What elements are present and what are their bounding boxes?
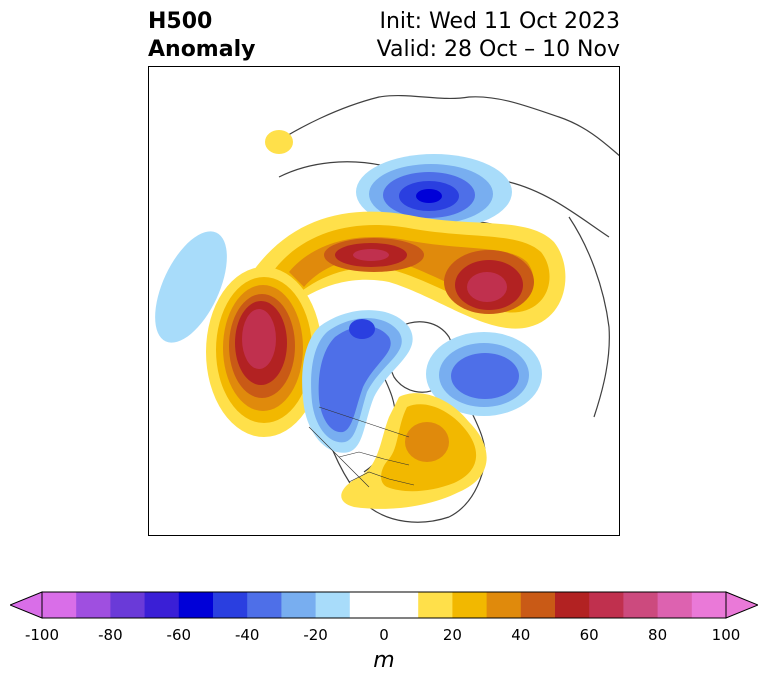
- colorbar-border: [41, 591, 727, 619]
- colorbar-tick-label: -60: [166, 626, 192, 644]
- colorbar-tick-label: 60: [579, 626, 599, 644]
- colorbar-ticks: -100 -80 -60 -40 -20 0 20 40 60 80 100: [0, 626, 768, 646]
- colorbar-segment: [178, 592, 214, 618]
- colorbar-tick-label: -40: [234, 626, 260, 644]
- colorbar-segment: [520, 592, 556, 618]
- colorbar-segment: [349, 592, 385, 618]
- negative-anomaly-western-us: [302, 310, 413, 453]
- colorbar-segment: [76, 592, 111, 618]
- colorbar-segment: [418, 592, 453, 618]
- colorbar-tick-label: 80: [648, 626, 668, 644]
- colorbar-segment: [657, 592, 693, 618]
- positive-anomaly-nw-small: [265, 130, 293, 154]
- colorbar-tick-label: -20: [303, 626, 328, 644]
- colorbar-tick-label: 20: [442, 626, 462, 644]
- colorbar-segment: [384, 592, 419, 618]
- colorbar-tick-label: 100: [711, 626, 741, 644]
- colorbar-unit: m: [373, 648, 395, 673]
- colorbar-segment: [589, 592, 624, 618]
- colorbar-segment: [144, 592, 180, 618]
- map-title: H500 Anomaly: [148, 8, 255, 64]
- colorbar-segment: [623, 592, 659, 618]
- colorbar-extend-min: [10, 591, 43, 619]
- title-field: Anomaly: [148, 37, 256, 62]
- colorbar-segment: [691, 592, 727, 618]
- negative-anomaly-ne-pacific: [155, 231, 227, 343]
- colorbar-tick-label: -80: [98, 626, 123, 644]
- colorbar-segment: [247, 592, 282, 618]
- colorbar-tick-label: -100: [24, 626, 60, 644]
- init-date: Init: Wed 11 Oct 2023: [379, 9, 620, 34]
- positive-anomaly-eastern-us: [341, 393, 487, 509]
- colorbar: [10, 591, 758, 619]
- colorbar-extend-max: [725, 591, 758, 619]
- valid-range: Valid: 28 Oct – 10 Nov: [376, 37, 620, 62]
- map-dates: Init: Wed 11 Oct 2023 Valid: 28 Oct – 10…: [377, 8, 620, 64]
- colorbar-segment: [555, 592, 590, 618]
- positive-anomaly-north-pacific: [206, 267, 322, 437]
- negative-anomaly-north-atlantic: [426, 332, 542, 416]
- title-variable: H500: [148, 9, 213, 34]
- colorbar-segment: [281, 592, 317, 618]
- map-canvas: [155, 94, 619, 523]
- positive-anomaly-arctic-band: [249, 211, 566, 329]
- colorbar-segment: [452, 592, 488, 618]
- negative-anomaly-siberia: [356, 154, 512, 230]
- colorbar-tick-label: 0: [379, 626, 389, 644]
- colorbar-segment: [42, 592, 77, 618]
- state-boundaries: [308, 406, 415, 488]
- anomaly-map: [148, 66, 620, 536]
- colorbar-segment: [315, 592, 351, 618]
- colorbar-segment: [213, 592, 248, 618]
- colorbar-tick-label: 40: [511, 626, 531, 644]
- colorbar-segment: [486, 592, 522, 618]
- colorbar-segment: [110, 592, 146, 618]
